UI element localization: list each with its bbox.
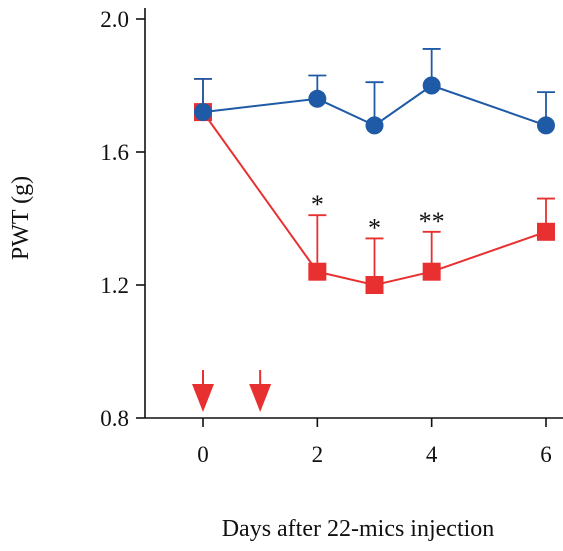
injection-arrow-head bbox=[192, 384, 214, 412]
data-point bbox=[422, 76, 441, 95]
data-point bbox=[537, 222, 555, 241]
significance-star: * bbox=[368, 213, 381, 242]
data-point bbox=[308, 262, 327, 281]
significance-annotations: ** ** bbox=[311, 190, 445, 242]
injection-arrow bbox=[192, 370, 214, 412]
x-axis-title: Days after 22-mics injection bbox=[222, 516, 495, 542]
y-tick-label: 1.6 bbox=[100, 140, 129, 165]
series-layer bbox=[194, 48, 555, 294]
data-point bbox=[365, 116, 384, 135]
y-tick-label: 0.8 bbox=[100, 406, 129, 431]
y-tick-label: 2.0 bbox=[100, 7, 129, 32]
x-tick-label: 4 bbox=[426, 442, 438, 467]
data-point bbox=[537, 116, 555, 135]
y-axis-title: PWT (g) bbox=[8, 176, 34, 260]
significance-star: * bbox=[311, 190, 324, 219]
series-circle bbox=[194, 48, 555, 135]
x-tick-label: 6 bbox=[540, 442, 552, 467]
injection-arrow bbox=[249, 370, 272, 412]
axes bbox=[144, 8, 563, 419]
x-tick-label: 2 bbox=[312, 442, 324, 467]
significance-star: ** bbox=[419, 207, 445, 236]
y-tick-label: 1.2 bbox=[100, 273, 129, 298]
data-point bbox=[194, 103, 212, 122]
data-point bbox=[308, 89, 327, 108]
data-point bbox=[365, 276, 384, 294]
injection-arrows bbox=[192, 370, 272, 412]
injection-arrow-head bbox=[249, 384, 272, 412]
x-tick-label: 0 bbox=[197, 442, 209, 467]
ticks: 0.8 1.2 1.6 2.0 0 2 4 6 bbox=[100, 7, 552, 467]
data-point bbox=[422, 262, 441, 281]
